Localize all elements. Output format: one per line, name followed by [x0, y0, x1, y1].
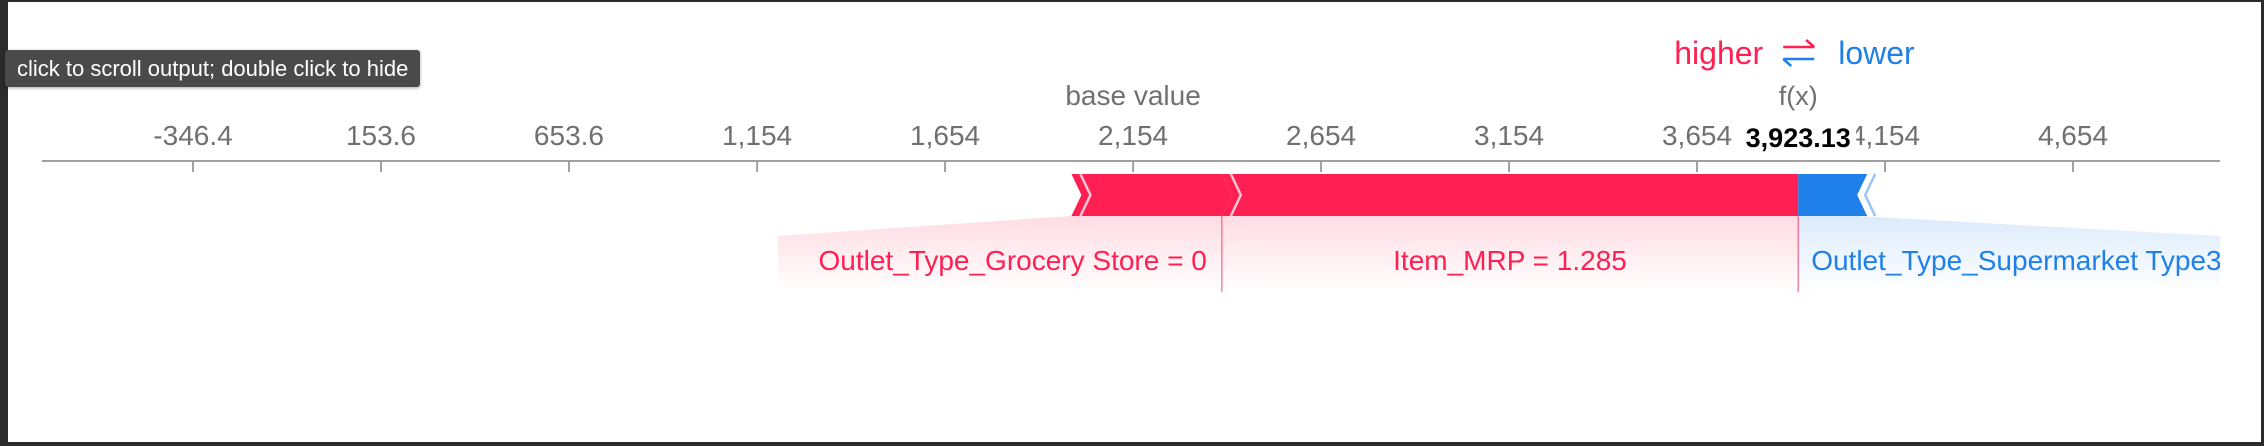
x-tick-label: 653.6 [534, 120, 604, 151]
force-bar-positive [1221, 174, 1799, 216]
feature-fan-negative [1798, 216, 2220, 292]
legend-arrow-left-head [1782, 58, 1793, 67]
force-bar-chevron [1229, 173, 1243, 217]
base-value-label: base value [1065, 80, 1200, 111]
value-labels: base value f(x) 3,923.13 [1065, 80, 1857, 153]
force-bar-negative [1798, 174, 1868, 216]
feature-labels: Outlet_Type_Grocery Store = 0 Item_MRP = … [778, 216, 2264, 292]
x-tick-label: 3,654 [1662, 120, 1732, 151]
force-bar-chevron [1863, 173, 1877, 217]
x-tick-label: 2,154 [1098, 120, 1168, 151]
x-tick-label: 1,154 [722, 120, 792, 151]
feature-label-positive: Item_MRP = 1.285 [1393, 245, 1627, 276]
fx-label: f(x) [1779, 81, 1818, 111]
tooltip: click to scroll output; double click to … [5, 50, 421, 87]
feature-fan-positive [778, 216, 1222, 292]
legend-lower: lower [1838, 35, 1915, 71]
x-tick-label: 153.6 [346, 120, 416, 151]
feature-label-negative: Outlet_Type_Supermarket Type3 = 0 [1811, 245, 2264, 276]
legend-arrows-icon [1782, 39, 1816, 67]
legend: higher lower [1674, 35, 1915, 71]
feature-label-positive: Outlet_Type_Grocery Store = 0 [818, 245, 1206, 276]
fx-value: 3,923.13 [1746, 123, 1851, 153]
legend-arrow-right-head [1805, 39, 1816, 48]
x-tick-label: 3,154 [1474, 120, 1544, 151]
fx-value-background [1740, 119, 1857, 153]
feature-fan-positive [1221, 216, 1799, 292]
x-tick-label: -346.4 [153, 120, 232, 151]
x-tick-label: 4,154 [1850, 120, 1920, 151]
x-axis: -346.4 153.6 653.6 1,154 1,654 2,154 2,654 3,15… [42, 120, 2220, 172]
legend-higher: higher [1674, 35, 1763, 71]
output-gutter[interactable] [0, 0, 8, 446]
x-tick-label: 4,654 [2038, 120, 2108, 151]
force-bar-positive [1071, 174, 1232, 216]
bottom-border [0, 442, 2264, 446]
right-border [2261, 0, 2264, 446]
x-tick-label: 2,654 [1286, 120, 1356, 151]
top-border [0, 0, 2264, 2]
x-tick-label: 1,654 [910, 120, 980, 151]
force-bar-chevron [1079, 173, 1092, 217]
force-bars [1071, 173, 1877, 217]
